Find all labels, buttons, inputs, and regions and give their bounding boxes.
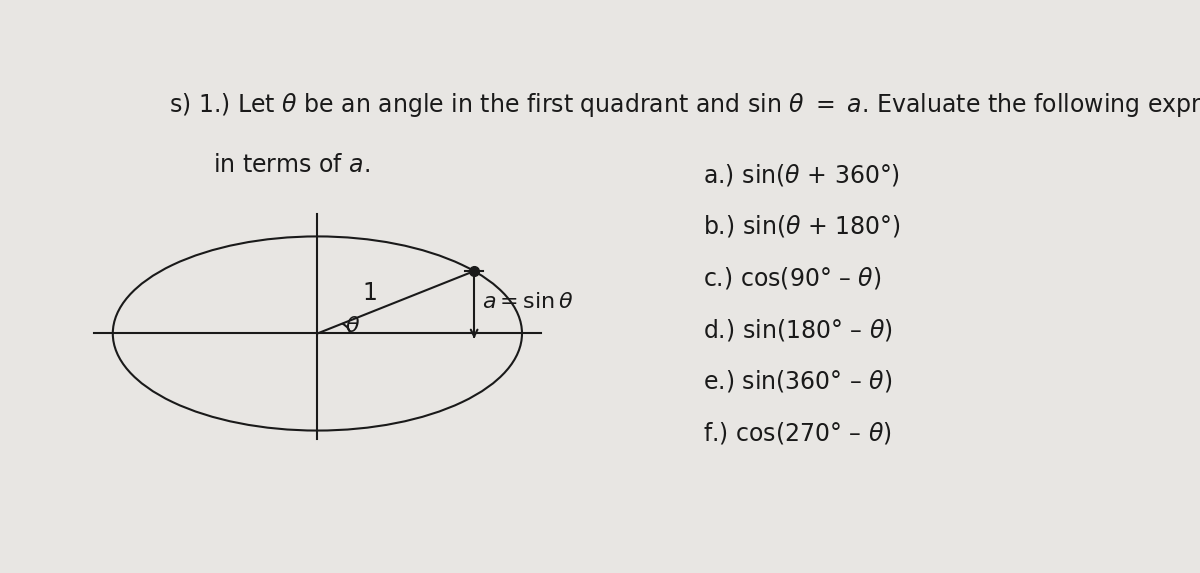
Text: $\theta$: $\theta$	[346, 316, 360, 336]
Text: 1: 1	[362, 281, 377, 305]
Text: $a = \sin\theta$: $a = \sin\theta$	[481, 292, 574, 312]
Text: d.) sin(180° – $\theta$): d.) sin(180° – $\theta$)	[703, 316, 893, 343]
Text: s) 1.) Let $\theta$ be an angle in the first quadrant and sin $\theta$ $=$ $a$. : s) 1.) Let $\theta$ be an angle in the f…	[168, 91, 1200, 119]
Text: f.) cos(270° – $\theta$): f.) cos(270° – $\theta$)	[703, 420, 892, 446]
Text: b.) sin($\theta$ + 180°): b.) sin($\theta$ + 180°)	[703, 213, 901, 240]
Text: c.) cos(90° – $\theta$): c.) cos(90° – $\theta$)	[703, 265, 882, 291]
Text: a.) sin($\theta$ + 360°): a.) sin($\theta$ + 360°)	[703, 162, 900, 187]
Text: in terms of $a$.: in terms of $a$.	[214, 152, 371, 176]
Text: e.) sin(360° – $\theta$): e.) sin(360° – $\theta$)	[703, 368, 893, 394]
